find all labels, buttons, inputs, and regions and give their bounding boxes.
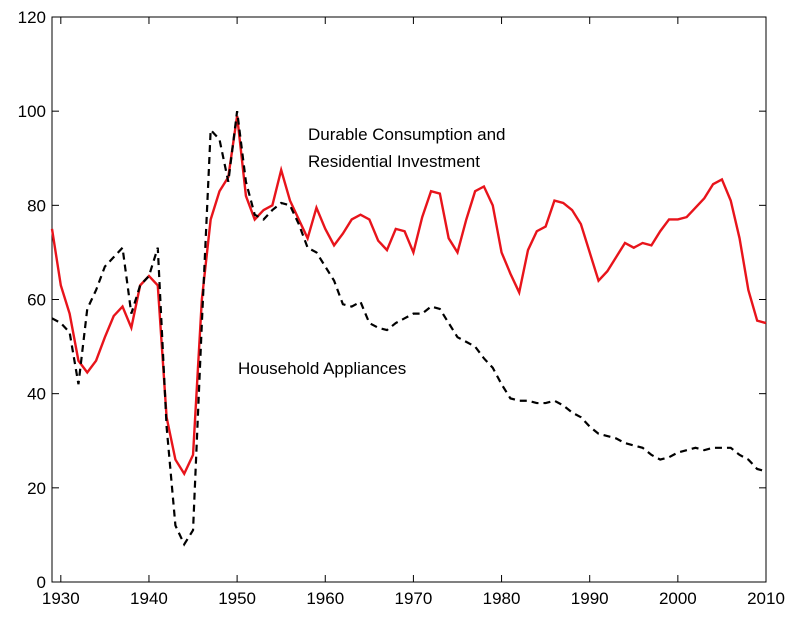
y-tick-label: 0	[37, 573, 46, 592]
y-tick-label: 20	[27, 479, 46, 498]
x-tick-label: 2010	[747, 589, 785, 608]
y-tick-label: 100	[18, 102, 46, 121]
series-line	[51, 111, 767, 547]
x-tick-label: 1950	[218, 589, 256, 608]
y-tick-label: 60	[27, 291, 46, 310]
x-tick-label: 1980	[483, 589, 521, 608]
x-tick-label: 1970	[394, 589, 432, 608]
y-tick-label: 120	[18, 8, 46, 27]
series-line	[50, 115, 767, 477]
y-tick-label: 80	[27, 196, 46, 215]
annotation: Residential Investment	[308, 152, 480, 171]
x-tick-label: 1990	[571, 589, 609, 608]
x-tick-label: 1940	[130, 589, 168, 608]
x-tick-label: 2000	[659, 589, 697, 608]
x-tick-label: 1960	[306, 589, 344, 608]
x-tick-label: 1930	[42, 589, 80, 608]
annotation: Durable Consumption and	[308, 125, 506, 144]
y-tick-label: 40	[27, 385, 46, 404]
annotation: Household Appliances	[238, 359, 406, 378]
